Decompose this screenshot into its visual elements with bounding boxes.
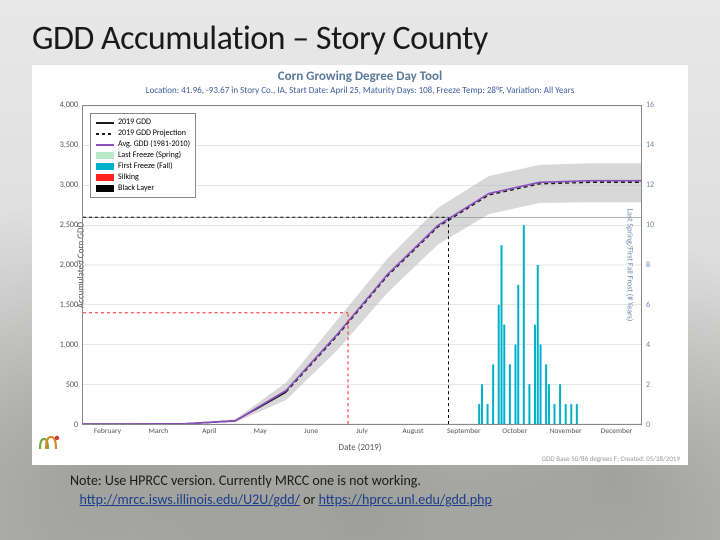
note-mid: or bbox=[300, 491, 319, 508]
chart-title: Corn Growing Degree Day Tool bbox=[32, 65, 688, 84]
x-axis-label: Date (2019) bbox=[339, 442, 382, 453]
u2u-logo-icon bbox=[38, 433, 60, 451]
page-title: GDD Accumulation – Story County bbox=[32, 18, 688, 59]
chart-legend: 2019 GDD2019 GDD ProjectionAvg. GDD (198… bbox=[90, 113, 196, 198]
chart-footer: GDD Base 50/86 degrees F; Created: 05/28… bbox=[542, 454, 680, 463]
gdd-chart: Corn Growing Degree Day Tool Location: 4… bbox=[32, 65, 688, 465]
hprcc-link[interactable]: https://hprcc.unl.edu/gdd.php bbox=[319, 491, 492, 508]
note-text: Note: Use HPRCC version. Currently MRCC … bbox=[70, 472, 421, 489]
footer-note: Note: Use HPRCC version. Currently MRCC … bbox=[70, 472, 492, 510]
mrcc-link[interactable]: http://mrcc.isws.illinois.edu/U2U/gdd/ bbox=[80, 491, 300, 508]
chart-subtitle: Location: 41.96, -93.67 in Story Co., IA… bbox=[32, 84, 688, 96]
